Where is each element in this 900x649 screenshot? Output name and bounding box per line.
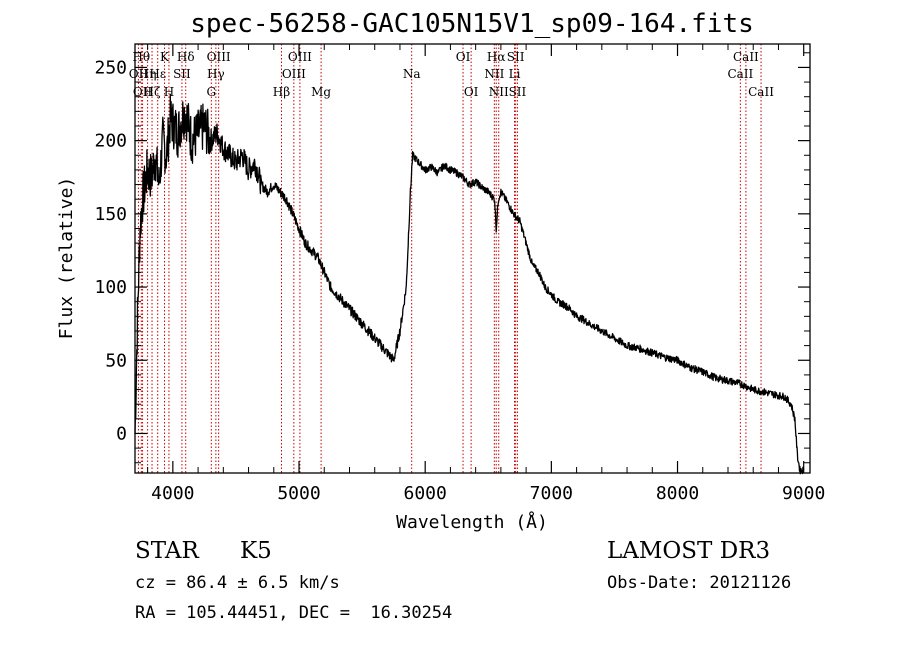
object-class: STAR — [135, 538, 199, 564]
line-label-CaII: CaII — [748, 85, 774, 99]
y-tick-label: 50 — [105, 350, 127, 371]
line-label-Li: Li — [509, 67, 521, 81]
line-label-Mg: Mg — [311, 85, 331, 99]
spectrum-series-line — [134, 93, 805, 475]
line-label-Hθ: Hθ — [132, 50, 150, 64]
line-label-SII: SII — [509, 85, 527, 99]
line-label-OI: OI — [456, 50, 471, 64]
line-label-Hε: Hε — [149, 67, 166, 81]
y-tick-label: 0 — [116, 423, 127, 444]
spectral-line-labels: OIIHθOIIHηHζHεKHSIIHδGHγOIIIHβOIIIOIIIMg… — [129, 50, 774, 99]
line-label-OIII: OIII — [207, 50, 231, 64]
line-label-OIII: OIII — [288, 50, 312, 64]
x-tick-label: 4000 — [151, 483, 194, 504]
line-label-Hα: Hα — [487, 50, 506, 64]
line-label-OII: OII — [133, 85, 153, 99]
chart-title: spec-56258-GAC105N15V1_sp09-164.fits — [190, 9, 754, 39]
y-tick-label: 150 — [94, 204, 127, 225]
line-label-OII: OII — [129, 67, 149, 81]
line-label-OI: OI — [464, 85, 479, 99]
line-label-OIII: OIII — [282, 67, 306, 81]
coordinates-text: RA = 105.44451, DEC = 16.30254 — [135, 603, 453, 623]
axis-ticks: 4000 5000 6000 7000 8000 9000 0 50 100 150 200 250 — [94, 44, 825, 504]
x-tick-label: 7000 — [530, 483, 573, 504]
line-label-H: H — [164, 85, 174, 99]
x-tick-label: 6000 — [404, 483, 447, 504]
line-label-CaII: CaII — [733, 50, 759, 64]
line-label-SII: SII — [173, 67, 191, 81]
line-label-Hη: Hη — [139, 67, 157, 81]
plot-frame — [134, 43, 811, 474]
x-tick-label: 9000 — [782, 483, 825, 504]
survey-name: LAMOST DR3 — [607, 538, 771, 564]
line-label-NII: NII — [484, 67, 504, 81]
line-label-Hζ: Hζ — [144, 85, 161, 99]
y-axis-label: Flux (relative) — [56, 177, 77, 340]
x-tick-label: 8000 — [656, 483, 699, 504]
line-label-Hδ: Hδ — [177, 50, 195, 64]
x-axis-label: Wavelength (Å) — [396, 511, 548, 533]
line-label-CaII: CaII — [727, 67, 753, 81]
obs-date-text: Obs-Date: 20121126 — [607, 573, 792, 593]
y-tick-label: 250 — [94, 57, 127, 78]
object-subclass: K5 — [240, 538, 272, 564]
line-label-Na: Na — [403, 67, 421, 81]
spectrum-chart: 4000 5000 6000 7000 8000 9000050100150200250 … — [56, 9, 825, 533]
line-label-SII: SII — [507, 50, 525, 64]
y-tick-label: 100 — [94, 277, 127, 298]
line-label-Hβ: Hβ — [273, 85, 290, 99]
spectral-line-markers — [137, 44, 762, 473]
line-label-K: K — [160, 50, 170, 64]
line-label-G: G — [207, 85, 217, 99]
x-tick-label: 5000 — [277, 483, 320, 504]
line-label-NII: NII — [489, 85, 509, 99]
redshift-text: cz = 86.4 ± 6.5 km/s — [135, 573, 340, 593]
line-label-Hγ: Hγ — [207, 67, 225, 81]
y-tick-label: 200 — [94, 131, 127, 152]
